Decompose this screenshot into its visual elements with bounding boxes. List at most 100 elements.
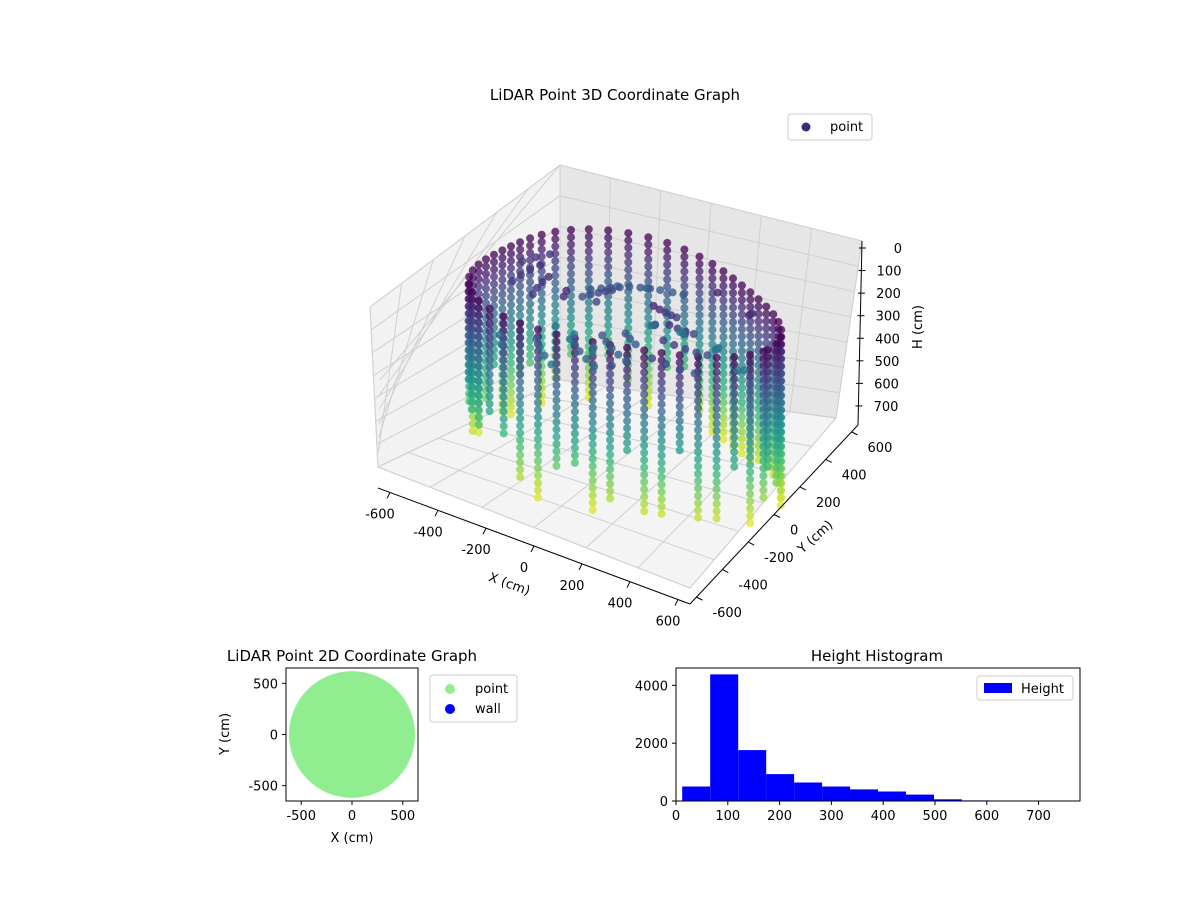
point-3d: [584, 327, 593, 336]
point-3d: [606, 377, 615, 386]
point-3d: [737, 383, 746, 392]
point-3d: [485, 355, 494, 364]
point-3d: [746, 511, 755, 520]
point-3d: [604, 321, 613, 330]
point-3d: [551, 235, 560, 244]
point-3d: [657, 378, 666, 387]
legend-histogram: Height: [976, 675, 1074, 701]
point-3d: [737, 376, 746, 385]
point-3d: [759, 362, 768, 371]
point-3d: [606, 421, 615, 430]
point-3d: [507, 381, 515, 390]
point-3d: [680, 245, 689, 254]
point-3d: [719, 420, 728, 429]
point-3d: [759, 427, 768, 436]
point-3d: [712, 477, 721, 486]
point-3d: [507, 351, 515, 360]
point-3d: [719, 384, 728, 393]
point-3d: [713, 288, 722, 297]
histogram-bar: [906, 794, 934, 801]
point-3d: [588, 418, 597, 427]
point-3d: [468, 427, 477, 436]
chart-2d: LiDAR Point 2D Coordinate Graph -500 0 500…: [218, 647, 518, 846]
point-3d: [474, 355, 483, 363]
point-3d: [584, 298, 593, 307]
point-3d: [499, 392, 508, 401]
point-3d: [746, 504, 755, 513]
point-3d: [588, 491, 597, 500]
point-3d: [694, 404, 703, 413]
legend-3d-frame: [787, 113, 873, 141]
point-3d: [657, 407, 666, 416]
point-3d: [754, 302, 763, 311]
point-3d: [729, 340, 737, 349]
point-3d: [657, 400, 666, 409]
point-3d: [695, 252, 704, 261]
point-3d: [584, 320, 593, 329]
point-3d: [570, 451, 579, 460]
point-3d: [675, 395, 684, 404]
point-3d: [538, 278, 547, 286]
point-3d: [777, 325, 786, 334]
x-tick-label-histogram: 200: [767, 809, 792, 824]
point-3d: [465, 272, 474, 281]
axes-frame-histogram: [675, 667, 1081, 802]
point-3d: [507, 395, 515, 404]
point-3d: [737, 391, 746, 399]
point-3d: [490, 250, 498, 259]
point-3d: [624, 243, 633, 252]
point-3d: [613, 282, 622, 291]
point-3d: [754, 339, 763, 348]
y-tick-label-3d: 200: [816, 496, 841, 511]
point-3d: [776, 486, 785, 495]
point-3d: [526, 234, 535, 243]
point-3d: [526, 351, 535, 360]
point-3d: [624, 251, 633, 259]
point-3d: [606, 370, 615, 379]
point-3d: [675, 446, 684, 455]
point-3d: [708, 296, 717, 305]
point-3d: [657, 458, 666, 467]
point-3d: [719, 369, 728, 378]
point-3d: [467, 295, 476, 304]
point-3d: [730, 433, 739, 442]
point-3d: [729, 332, 737, 341]
point-3d: [772, 478, 781, 487]
point-3d: [680, 274, 689, 283]
point-3d: [712, 448, 721, 457]
point-3d: [759, 405, 768, 414]
point-3d: [772, 391, 781, 399]
histogram-bar: [710, 674, 739, 801]
point-3d: [516, 429, 525, 437]
point-3d: [772, 442, 781, 451]
point-3d: [746, 351, 755, 359]
y-tick-label-2d: -500: [248, 780, 278, 795]
point-3d: [644, 313, 653, 322]
point-3d: [606, 472, 615, 481]
point-3d: [507, 366, 515, 375]
point-3d: [746, 497, 755, 506]
point-3d: [570, 363, 579, 372]
point-3d: [516, 414, 525, 423]
point-3d: [552, 461, 561, 470]
point-3d: [582, 354, 591, 363]
point-3d: [759, 347, 768, 356]
point-3d: [526, 248, 535, 257]
point-3d: [622, 356, 630, 365]
point-3d: [534, 427, 542, 436]
point-3d: [532, 334, 541, 343]
point-3d: [570, 436, 579, 445]
point-3d: [759, 369, 768, 378]
point-3d: [606, 399, 615, 408]
point-3d: [772, 354, 781, 363]
point-3d: [719, 428, 728, 436]
point-3d: [694, 360, 703, 369]
point-3d: [588, 433, 597, 441]
point-3d: [719, 303, 728, 312]
point-3d: [606, 457, 615, 466]
point-3d: [730, 375, 739, 383]
point-3d: [680, 260, 689, 269]
point-3d: [516, 348, 525, 357]
legend-2d-label-point: point: [475, 682, 508, 697]
point-3d: [584, 240, 593, 248]
